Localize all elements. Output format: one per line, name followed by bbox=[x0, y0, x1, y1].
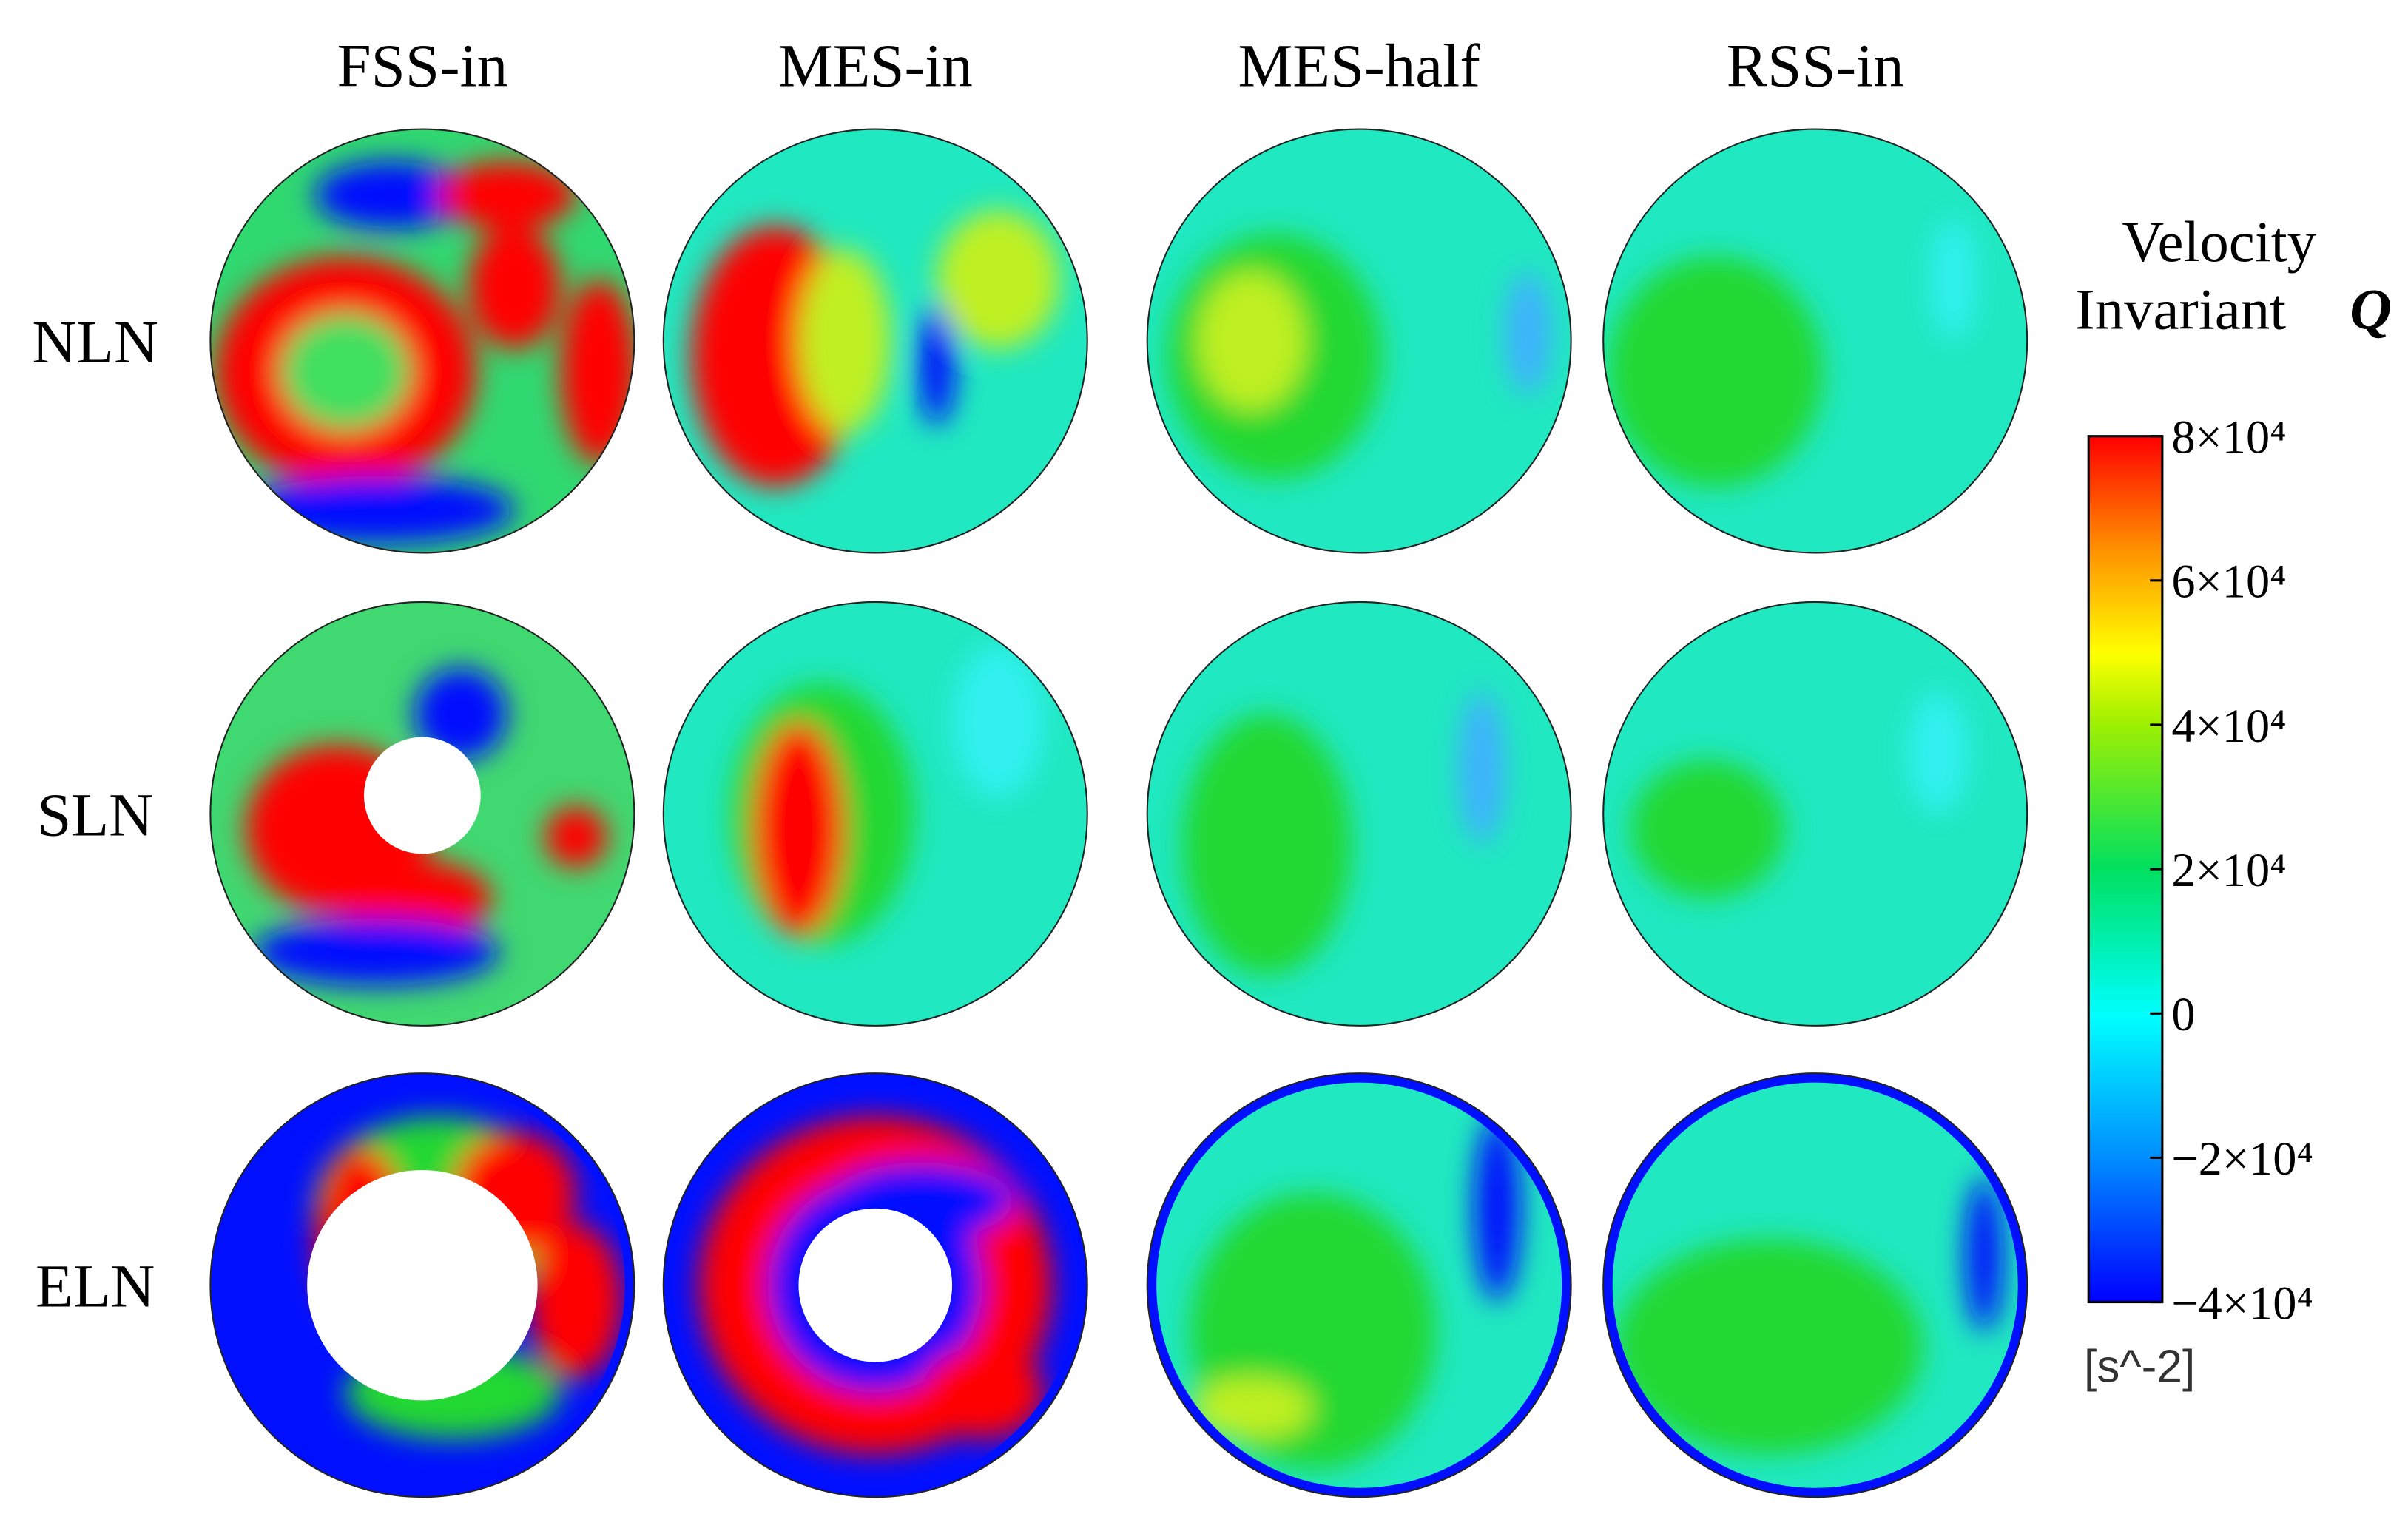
colorbar-tick-label: 0 bbox=[2171, 988, 2195, 1041]
contour-plot bbox=[1147, 601, 1571, 1026]
colorbar-tick-label: 8×10⁴ bbox=[2171, 411, 2286, 464]
contour-plot bbox=[210, 1073, 635, 1498]
contour-plot bbox=[210, 601, 635, 1026]
colorbar-unit: [s^-2] bbox=[2084, 1341, 2195, 1392]
contour-plot bbox=[1603, 1073, 2028, 1498]
column-label: MES-half bbox=[1238, 31, 1480, 99]
contour-plot bbox=[663, 601, 1087, 1026]
contour-plot bbox=[1147, 1073, 1571, 1498]
colorbar-title: Invariant bbox=[2075, 277, 2286, 342]
column-label: RSS-in bbox=[1727, 31, 1904, 99]
colorbar-tick-label: 4×10⁴ bbox=[2171, 700, 2286, 752]
contour-plot bbox=[663, 129, 1087, 553]
contour-plot bbox=[210, 129, 635, 553]
contour-plot bbox=[663, 1073, 1087, 1498]
row-label: ELN bbox=[36, 1252, 155, 1320]
row-label: NLN bbox=[32, 308, 158, 376]
colorbar-title: Velocity bbox=[2122, 210, 2316, 274]
colorbar-tick-label: −2×10⁴ bbox=[2171, 1132, 2313, 1185]
contour-plot bbox=[1603, 601, 2028, 1026]
colorbar-symbol: Q bbox=[2350, 277, 2392, 342]
column-label: FSS-in bbox=[337, 31, 508, 99]
contour-grid bbox=[209, 128, 2028, 1498]
contour-plot bbox=[1147, 129, 1571, 553]
row-label: SLN bbox=[37, 780, 153, 848]
colorbar-tick-label: 6×10⁴ bbox=[2171, 555, 2286, 608]
colorbar-tick-label: −4×10⁴ bbox=[2171, 1277, 2313, 1329]
contour-plot bbox=[1603, 129, 2028, 553]
column-label: MES-in bbox=[778, 31, 973, 99]
colorbar-tick-label: 2×10⁴ bbox=[2171, 844, 2286, 896]
